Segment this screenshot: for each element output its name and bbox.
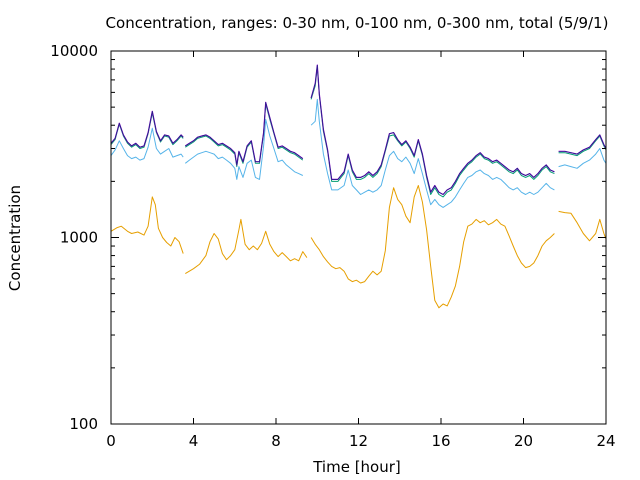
series-line-0-30-nm bbox=[185, 218, 308, 275]
plot-frame bbox=[110, 50, 607, 425]
series-line-total bbox=[310, 64, 555, 196]
x-tick-label: 4 bbox=[189, 432, 199, 450]
series-line-total-overlay bbox=[185, 102, 304, 166]
series-line-total-overlay bbox=[558, 134, 607, 155]
series-line-0-300-nm bbox=[185, 103, 304, 168]
series-line-0-100-nm bbox=[110, 127, 184, 161]
axis-layer: 0 4 8 12 16 20 24 100 1000 10000 bbox=[50, 42, 615, 450]
series-line-0-100-nm bbox=[558, 148, 607, 169]
y-axis-label: Concentration bbox=[6, 185, 24, 291]
series-line-total bbox=[184, 101, 304, 166]
y-tick-label: 1000 bbox=[60, 229, 98, 247]
x-tick-label: 20 bbox=[514, 432, 533, 450]
series-line-0-30-nm bbox=[110, 196, 184, 254]
series-line-0-30-nm bbox=[310, 185, 555, 309]
y-tick-label: 10000 bbox=[50, 42, 98, 60]
y-tick-label: 100 bbox=[69, 415, 98, 433]
x-tick-label: 8 bbox=[271, 432, 281, 450]
x-tick-label: 0 bbox=[106, 432, 116, 450]
series-line-0-300-nm bbox=[558, 135, 607, 157]
series-line-0-30-nm bbox=[558, 210, 607, 242]
series-line-total-overlay bbox=[310, 64, 555, 195]
series-line-0-100-nm bbox=[184, 118, 304, 180]
series-line-0-300-nm bbox=[310, 66, 555, 198]
x-tick-label: 12 bbox=[349, 432, 368, 450]
x-tick-label: 16 bbox=[431, 432, 450, 450]
x-axis-label: Time [hour] bbox=[312, 458, 401, 476]
series-layer bbox=[110, 64, 607, 309]
chart-title: Concentration, ranges: 0-30 nm, 0-100 nm… bbox=[106, 14, 609, 32]
x-tick-label: 24 bbox=[596, 432, 615, 450]
series-line-total-overlay bbox=[110, 110, 184, 148]
series-line-0-100-nm bbox=[310, 98, 555, 208]
